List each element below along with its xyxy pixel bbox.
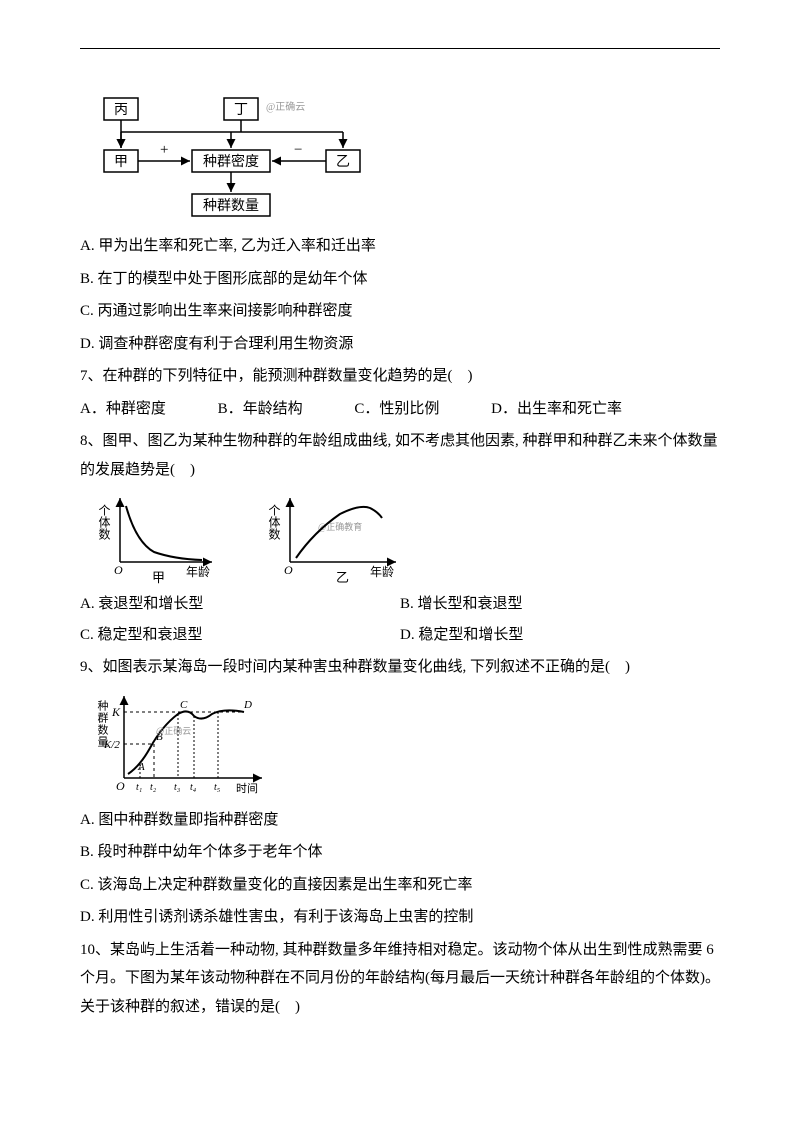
q10-stem: 10、某岛屿上生活着一种动物, 其种群数量多年维持相对稳定。该动物个体从出生到性… xyxy=(80,936,720,1022)
q8-opt-a: A. 衰退型和增长型 xyxy=(80,590,400,619)
q7-options: A．种群密度 B．年龄结构 C．性别比例 D．出生率和死亡率 xyxy=(80,395,720,424)
q8-chart-jia: 个体数 O 年龄 甲 xyxy=(94,492,224,584)
minus-sign: − xyxy=(294,142,302,158)
q8-yi-ylabel: 个体数 xyxy=(267,504,281,541)
q9-stem: 9、如图表示某海岛一段时间内某种害虫种群数量变化曲线, 下列叙述不正确的是( ) xyxy=(80,653,720,682)
q9-opt-d: D. 利用性引诱剂诱杀雄性害虫，有利于该海岛上虫害的控制 xyxy=(80,903,720,932)
q7-stem: 7、在种群的下列特征中，能预测种群数量变化趋势的是( ) xyxy=(80,362,720,391)
q8-jia-xlabel: 年龄 xyxy=(186,565,210,579)
q9-t3: t₃ xyxy=(174,782,181,793)
node-bing: 丙 xyxy=(114,103,128,118)
q8-opt-d: D. 稳定型和增长型 xyxy=(400,621,720,650)
q8-jia-ylabel: 个体数 xyxy=(97,504,111,541)
q9-pt-A: A xyxy=(137,761,145,773)
q8-options: A. 衰退型和增长型 B. 增长型和衰退型 C. 稳定型和衰退型 D. 稳定型和… xyxy=(80,590,720,649)
q7-opt-b: B．年龄结构 xyxy=(218,401,303,417)
q9-pt-D: D xyxy=(243,699,252,711)
node-yi: 乙 xyxy=(336,154,350,170)
node-shuliang: 种群数量 xyxy=(203,198,259,214)
diagram-q6: 丙 丁 @正确云 甲 种群密度 乙 种群数量 xyxy=(94,90,720,222)
q8-yi-label: 乙 xyxy=(336,570,349,584)
q9-xlabel: 时间 xyxy=(236,782,258,795)
q8-yi-origin: O xyxy=(284,563,293,577)
q6-opt-c: C. 丙通过影响出生率来间接影响种群密度 xyxy=(80,297,720,326)
watermark-1: @正确云 xyxy=(266,100,305,113)
q7-opt-d: D．出生率和死亡率 xyxy=(491,401,622,417)
node-ding: 丁 xyxy=(234,103,248,118)
q9-origin: O xyxy=(116,779,125,793)
q9-pt-C: C xyxy=(180,699,188,711)
q6-opt-d: D. 调查种群密度有利于合理利用生物资源 xyxy=(80,330,720,359)
q8-opt-b: B. 增长型和衰退型 xyxy=(400,590,720,619)
q9-t2: t₂ xyxy=(150,782,157,793)
q9-Khalf: K/2 xyxy=(103,739,120,751)
watermark-3: @正确云 xyxy=(156,725,191,736)
q6-opt-a: A. 甲为出生率和死亡率, 乙为迁入率和迁出率 xyxy=(80,232,720,261)
q8-stem: 8、图甲、图乙为某种生物种群的年龄组成曲线, 如不考虑其他因素, 种群甲和种群乙… xyxy=(80,427,720,484)
q9-t4: t₄ xyxy=(190,782,197,793)
q8-chart-yi: 个体数 O 年龄 乙 @正确教育 xyxy=(264,492,414,584)
q8-jia-label: 甲 xyxy=(152,570,165,584)
q8-charts: 个体数 O 年龄 甲 个体数 O 年龄 乙 @正确教育 xyxy=(94,492,720,584)
q8-opt-c: C. 稳定型和衰退型 xyxy=(80,621,400,650)
plus-sign: + xyxy=(160,142,168,158)
q9-opt-a: A. 图中种群数量即指种群密度 xyxy=(80,806,720,835)
node-midu: 种群密度 xyxy=(203,153,259,170)
q6-opt-b: B. 在丁的模型中处于图形底部的是幼年个体 xyxy=(80,265,720,294)
q8-jia-origin: O xyxy=(114,563,123,577)
q7-opt-a: A．种群密度 xyxy=(80,401,166,417)
diagram-q6-svg: 丙 丁 @正确云 甲 种群密度 乙 种群数量 xyxy=(94,90,384,222)
q7-opt-c: C．性别比例 xyxy=(354,401,439,417)
node-jia: 甲 xyxy=(114,155,128,170)
page-content: 丙 丁 @正确云 甲 种群密度 乙 种群数量 xyxy=(80,90,720,1021)
q9-t5: t₅ xyxy=(214,782,221,793)
q9-chart-wrap: 种群数量 O 时间 K K/2 A B C D @正确云 t₁ t₂ xyxy=(94,690,720,800)
top-rule xyxy=(80,48,720,49)
q9-t1: t₁ xyxy=(136,782,142,793)
q9-K: K xyxy=(111,705,121,719)
q9-opt-c: C. 该海岛上决定种群数量变化的直接因素是出生率和死亡率 xyxy=(80,871,720,900)
q9-chart: 种群数量 O 时间 K K/2 A B C D @正确云 t₁ t₂ xyxy=(94,690,274,800)
q8-yi-xlabel: 年龄 xyxy=(370,565,394,579)
q9-opt-b: B. 段时种群中幼年个体多于老年个体 xyxy=(80,838,720,867)
